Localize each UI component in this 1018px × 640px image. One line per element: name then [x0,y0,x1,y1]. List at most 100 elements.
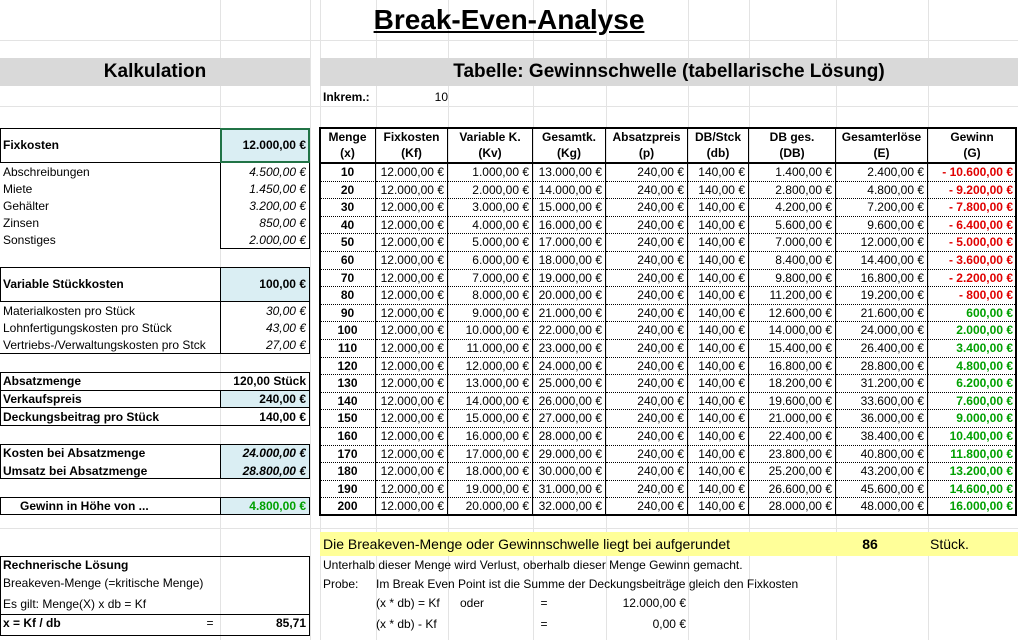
table-cell: 12.000,00 € [376,216,448,235]
table-cell: 30 [320,199,376,217]
table-cell: 19.000,00 € [448,480,533,499]
table-cell: 160 [320,428,376,446]
table-cell: 140,00 € [688,410,749,428]
column-header: DB/Stck (db) [688,128,749,164]
table-cell: 2.800,00 € [749,181,836,200]
header-line: DB ges. [769,130,815,144]
table-cell: 140,00 € [688,252,749,270]
table-cell: 12.000,00 € [836,234,928,252]
label: Kosten bei Absatzmenge [3,446,146,460]
table-cell: 240,00 € [606,304,688,323]
grid-line [0,528,1018,529]
formula: (x * db) = Kf [376,596,440,610]
grid-line [0,106,1018,107]
label: Abschreibungen [3,165,90,179]
table-cell: 30.000,00 € [533,463,606,481]
table-cell: 19.600,00 € [749,392,836,411]
table-cell: 12.000,00 € [376,234,448,252]
value: 120,00 Stück [233,374,306,388]
table-cell: 12.000,00 € [448,357,533,376]
label: oder [460,596,485,610]
header-line: (E) [873,146,890,160]
table-cell: 22.000,00 € [533,322,606,340]
column-header: Menge (x) [320,128,376,164]
cell-box [0,556,310,636]
grid-line [448,0,449,640]
table-cell: 12.000,00 € [376,392,448,411]
value: 1.450,00 € [249,182,306,196]
table-cell: 90 [320,304,376,323]
table-cell: 16.800,00 € [749,357,836,376]
table-cell: 240,00 € [606,164,688,182]
table-cell: 140,00 € [688,445,749,464]
table-cell: 45.600,00 € [836,480,928,499]
table-cell: 11.200,00 € [749,287,836,305]
grid-line [376,0,377,640]
header-line: (DB) [779,146,805,160]
table-cell: 7.200,00 € [836,199,928,217]
value: 43,00 € [265,321,306,335]
header-line: Variable K. [459,130,521,144]
cell-box [220,267,310,302]
header-line: (p) [638,146,655,160]
header-line: Gewinn [950,130,994,144]
table-cell: 12.000,00 € [376,410,448,428]
value: 28.800,00 € [242,463,306,478]
section-heading: Kalkulation [103,61,207,82]
header-line: (G) [963,146,981,160]
table-cell: 12.000,00 € [376,480,448,499]
table-cell: 8.400,00 € [749,252,836,270]
header-line: (Kg) [557,146,581,160]
header-line: Gesamterlöse [841,130,922,144]
table-cell: 43.200,00 € [836,463,928,481]
table-cell: 140,00 € [688,216,749,235]
cell-box [220,302,310,354]
table-cell: 140,00 € [688,357,749,376]
grid-line [928,0,929,640]
heading-band [320,58,1018,86]
table-cell: 240,00 € [606,410,688,428]
table-cell: 7.000,00 € [448,269,533,288]
label: Umsatz bei Absatzmenge [3,463,148,478]
table-cell: 12.000,00 € [376,287,448,305]
table-cell: 9.000,00 € [448,304,533,323]
table-cell: 240,00 € [606,357,688,376]
grid-line [0,40,1018,41]
value: 850,00 € [259,216,306,230]
label: Variable Stückkosten [3,277,124,291]
label: Gehälter [3,199,50,213]
grid-line [310,0,311,640]
table-cell: 100 [320,322,376,340]
table-cell: 120 [320,357,376,376]
cell-box [0,614,310,636]
label: Probe: [323,577,359,591]
table-cell: 18.000,00 € [533,252,606,270]
grid-line [688,0,689,640]
table-cell: 140,00 € [688,340,749,358]
value: 240,00 € [259,392,306,406]
table-cell: 4.800,00 € [836,181,928,200]
table-cell: 140,00 € [688,164,749,182]
value: 2.000,00 € [249,233,306,247]
table-cell: 1.000,00 € [448,164,533,182]
header-line: (Kv) [478,146,502,160]
grid-line [606,0,607,640]
label: Deckungsbeitrag pro Stück [3,410,160,424]
table-cell: 12.000,00 € [376,164,448,182]
table-cell: 20.000,00 € [533,287,606,305]
table-cell: 240,00 € [606,181,688,200]
value: 24.000,00 € [242,446,306,460]
column-header: Absatzpreis (p) [606,128,688,164]
column-header: DB ges. (DB) [749,128,836,164]
table-cell: 13.000,00 € [448,375,533,393]
table-cell: 23.800,00 € [749,445,836,464]
table-cell: 60 [320,252,376,270]
label: Es gilt: Menge(X) x db = Kf [3,597,147,611]
column-header: Fixkosten (Kf) [376,128,448,164]
table-cell: 18.200,00 € [749,375,836,393]
table-cell: 12.000,00 € [376,375,448,393]
table-cell: 12.000,00 € [376,428,448,446]
table-cell: 12.000,00 € [376,445,448,464]
label: Zinsen [3,216,40,230]
summary-value: 86 [862,536,878,552]
